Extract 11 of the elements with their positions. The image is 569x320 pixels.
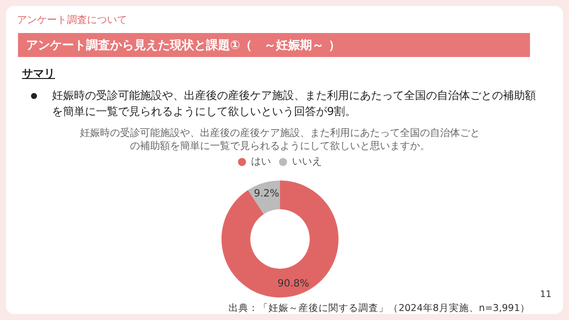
legend-label: はい bbox=[251, 156, 271, 168]
text: 11 bbox=[540, 290, 552, 300]
text: サマリ bbox=[22, 66, 55, 81]
data-label: 9.2% bbox=[254, 188, 280, 200]
text: 妊娠時の受診可能施設や、出産後の産後ケア施設、また利用にあたって全国の自治体ごとの補助額を簡単に一覧で見られるようにして欲しいという回答が9割。 bbox=[52, 88, 537, 120]
text: アンケート調査から見えた現状と課題①（ ～妊娠期～ ） bbox=[18, 33, 530, 57]
legend-label: いいえ bbox=[292, 156, 322, 168]
chart-title: 妊娠時の受診可能施設や、出産後の産後ケア施設、また利用にあたって全国の自治体ごとの補助額を簡単に一覧で見られるようにして欲しいと思いますか。 bbox=[80, 127, 480, 152]
source-note: 出典：「妊娠～産後に関する調査」（2024年8月実施、n=3,991） bbox=[228, 302, 530, 315]
data-label: 90.8% bbox=[278, 278, 310, 290]
text: アンケート調査について bbox=[17, 14, 127, 27]
